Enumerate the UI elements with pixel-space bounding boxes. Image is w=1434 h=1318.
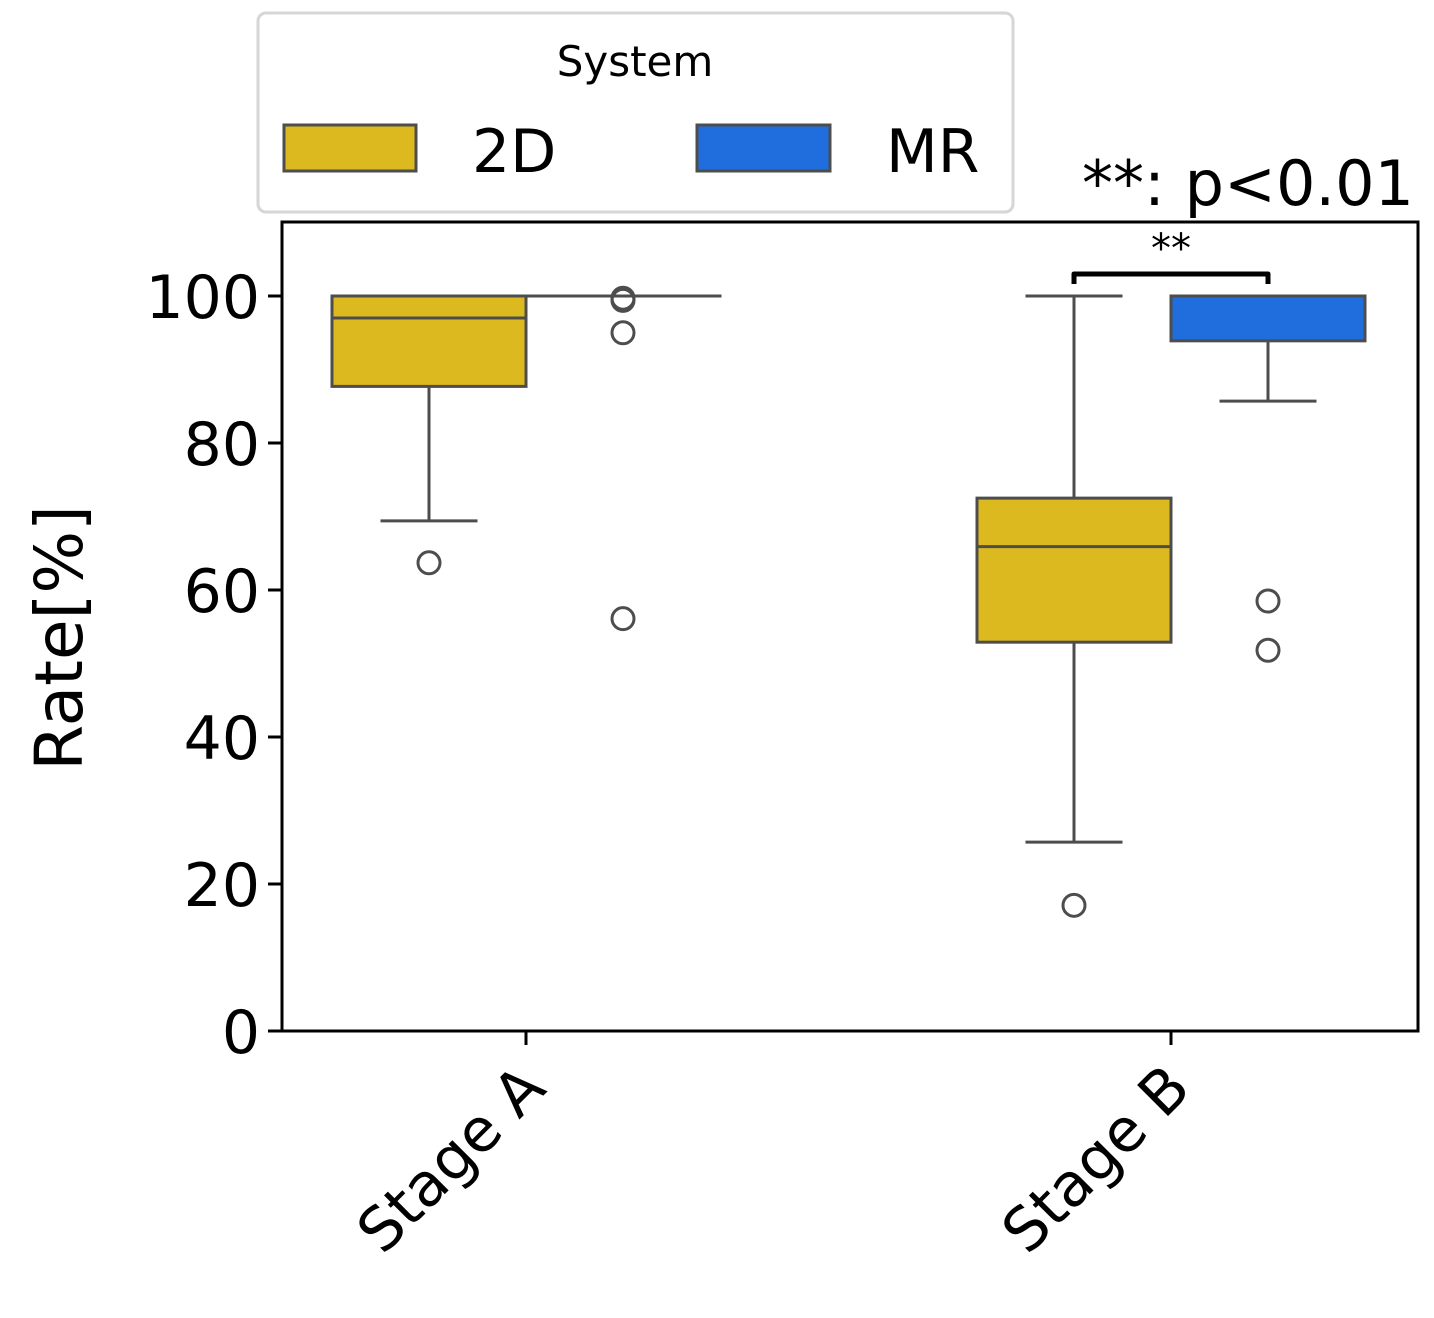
box-mr-stage-a: [524, 285, 722, 632]
x-axis: Stage A Stage B: [344, 1031, 1204, 1267]
y-axis: 0 20 40 60 80 100: [145, 263, 282, 1068]
legend: System 2D MR: [256, 11, 1015, 214]
y-tick-label: 80: [184, 410, 260, 480]
legend-title: System: [557, 37, 714, 86]
legend-label-mr: MR: [886, 117, 979, 187]
box-mr-stage-b: [1169, 294, 1367, 663]
outlier-point: [416, 550, 442, 576]
y-tick-label: 100: [145, 263, 260, 333]
iqr-box: [975, 496, 1173, 644]
y-tick-label: 60: [184, 557, 260, 627]
outlier-point: [610, 287, 636, 313]
outlier-point: [1061, 892, 1087, 918]
legend-swatch-mr: [695, 123, 832, 173]
y-tick-label: 20: [184, 851, 260, 921]
outlier-point: [1255, 588, 1281, 614]
y-tick-label: 0: [222, 998, 260, 1068]
y-tick-label: 40: [184, 704, 260, 774]
box-2d-stage-a: [330, 294, 528, 576]
outlier-point: [610, 320, 636, 346]
legend-swatch-2d: [282, 123, 418, 173]
significance-note: **: p<0.01: [1082, 147, 1414, 220]
y-axis-title: Rate[%]: [21, 505, 98, 771]
significance-label: **: [1151, 226, 1191, 272]
x-tick-label: Stage A: [344, 1052, 559, 1267]
iqr-box: [1169, 294, 1367, 343]
iqr-box: [330, 294, 528, 388]
outlier-point: [1255, 637, 1281, 663]
boxes: [330, 285, 1367, 918]
x-tick-label: Stage B: [989, 1052, 1204, 1267]
significance-bracket: [1071, 271, 1271, 284]
box-2d-stage-b: [975, 294, 1173, 918]
legend-label-2d: 2D: [472, 117, 556, 187]
plot-frame: [280, 220, 1420, 1033]
outlier-point: [610, 606, 636, 632]
significance-brackets: **: [1071, 226, 1271, 284]
